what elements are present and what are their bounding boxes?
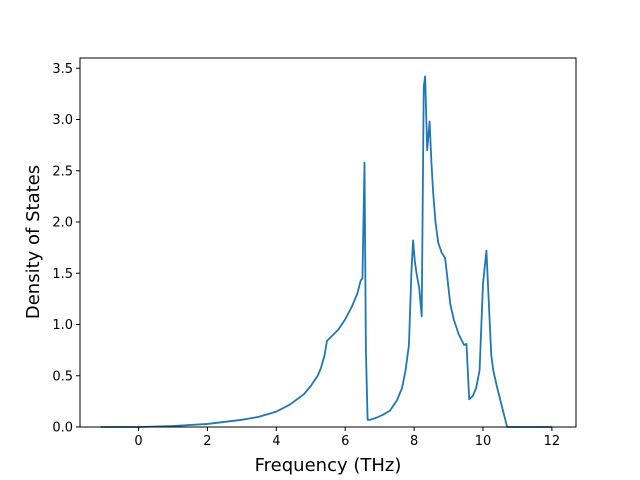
y-tick-label: 0.0 (52, 421, 73, 436)
plot-area (80, 58, 576, 427)
y-tick-label: 3.0 (52, 113, 73, 128)
series-layer (100, 75, 552, 428)
axes-frame (79, 57, 577, 428)
x-tick-label: 6 (341, 434, 349, 449)
y-tick-label: 0.5 (52, 369, 73, 384)
y-tick-label: 1.0 (52, 318, 73, 333)
x-tick-label: 12 (544, 434, 561, 449)
dos-line-series-0 (100, 75, 552, 428)
x-axis-label: Frequency (THz) (255, 455, 402, 476)
y-axis: 0.0 0.5 1.0 1.5 2.0 2.5 3.0 3.5 (52, 62, 80, 436)
x-tick-label: 2 (203, 434, 211, 449)
x-tick-label: 4 (272, 434, 280, 449)
x-tick-label: 10 (475, 434, 492, 449)
y-tick-label: 3.5 (52, 62, 73, 77)
y-tick-label: 2.0 (52, 216, 73, 231)
x-tick-label: 0 (134, 434, 142, 449)
y-tick-label: 1.5 (52, 267, 73, 282)
y-tick-label: 2.5 (52, 164, 73, 179)
x-tick-label: 8 (410, 434, 418, 449)
x-axis: 0 2 4 6 8 10 12 (134, 427, 560, 449)
y-axis-label: Density of States (23, 165, 44, 319)
